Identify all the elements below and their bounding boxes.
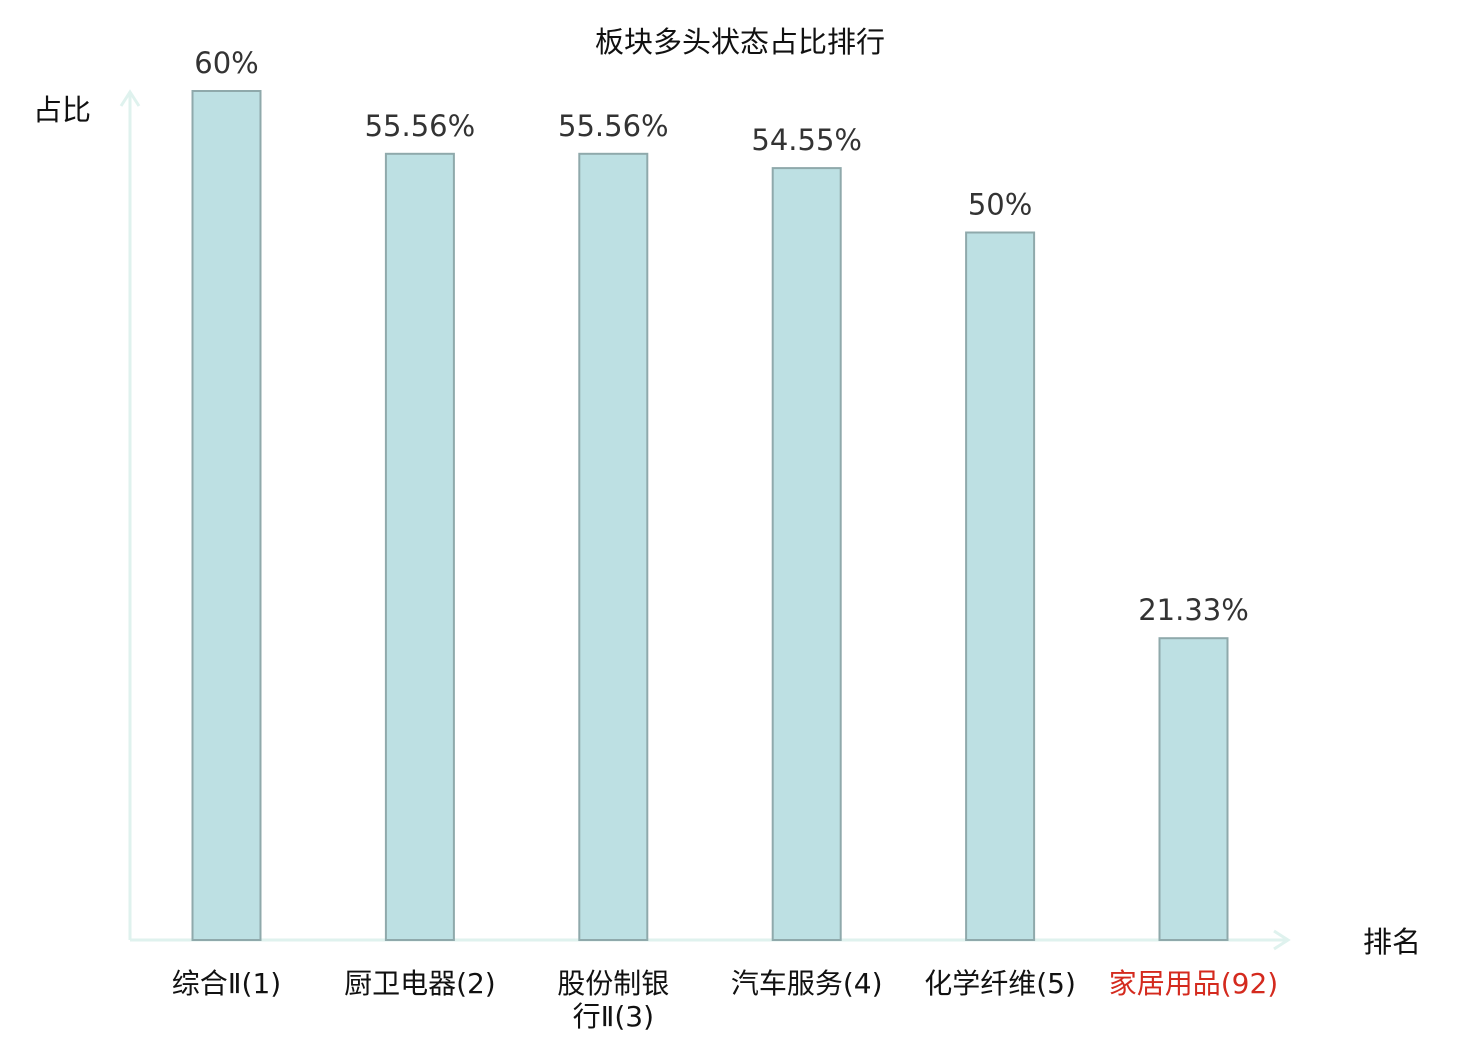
data-label: 21.33% — [1138, 593, 1249, 627]
tick-label: 综合Ⅱ(1) — [172, 967, 281, 1000]
tick-label: 汽车服务(4) — [731, 967, 883, 1000]
bar — [965, 231, 1036, 941]
chart-title: 板块多头状态占比排行 — [595, 25, 885, 59]
bar — [191, 90, 262, 941]
data-label: 54.55% — [751, 123, 862, 157]
data-label: 50% — [968, 188, 1032, 222]
value-labels: 60% 55.56% 55.56% 54.55% 50% 21.33% — [194, 46, 1249, 627]
data-label: 60% — [194, 46, 258, 80]
tick-label: 厨卫电器(2) — [344, 967, 496, 1000]
category-labels: 综合Ⅱ(1) 厨卫电器(2) 股份制银行Ⅱ(3) 汽车服务(4) 化学纤维(5) 家居用品… — [172, 967, 1278, 1033]
bar — [578, 152, 649, 942]
bar — [1158, 637, 1229, 941]
y-axis-label: 占比 — [33, 93, 91, 127]
bar — [384, 152, 455, 942]
data-label: 55.56% — [365, 109, 476, 143]
bars — [191, 90, 1229, 942]
tick-label: 化学纤维(5) — [924, 967, 1076, 1000]
tick-label: 股份制银行Ⅱ(3) — [557, 967, 669, 1033]
bar — [771, 167, 842, 942]
y-axis-arrow — [119, 89, 141, 107]
tick-label: 家居用品(92) — [1109, 967, 1278, 1000]
x-axis-arrow — [1273, 929, 1291, 951]
data-label: 55.56% — [558, 109, 669, 143]
x-axis-label: 排名 — [1363, 925, 1421, 959]
axes — [119, 89, 1291, 951]
